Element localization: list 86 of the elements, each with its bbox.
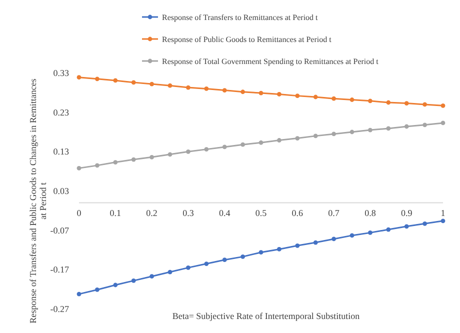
point — [222, 258, 227, 262]
y-tick-label: -0.17 — [50, 264, 70, 275]
point — [168, 83, 172, 88]
point — [440, 120, 446, 126]
point — [186, 149, 190, 154]
point — [440, 218, 446, 224]
point — [404, 224, 409, 229]
point — [258, 140, 264, 145]
x-tick-label: 0.9 — [400, 208, 413, 218]
point — [113, 282, 118, 288]
point — [386, 100, 391, 105]
point — [222, 88, 227, 93]
point — [332, 96, 336, 101]
legend-label: Response of Total Government Spending to Remittances at Period t — [162, 57, 380, 66]
point — [368, 98, 372, 104]
y-tick-label: -0.07 — [50, 225, 70, 236]
x-tick-label: 0.5 — [255, 208, 268, 218]
point — [350, 130, 354, 134]
point — [258, 250, 264, 255]
point — [368, 230, 372, 235]
x-tick-label: 1 — [440, 208, 446, 218]
point — [131, 157, 136, 162]
y-tick-label: 0.33 — [53, 68, 70, 78]
point — [332, 236, 336, 242]
x-tick-label: 0.3 — [182, 208, 194, 218]
point — [131, 278, 136, 283]
point — [204, 147, 209, 152]
point — [350, 233, 354, 238]
point — [76, 75, 82, 80]
point — [277, 247, 282, 252]
point — [277, 138, 282, 142]
x-tick-label: 0.4 — [218, 208, 231, 218]
x-tick-label: 0.6 — [292, 208, 304, 218]
point — [332, 132, 336, 136]
x-tick-label: 0.1 — [110, 208, 122, 218]
point — [168, 152, 172, 157]
point — [404, 101, 409, 106]
point — [386, 227, 391, 232]
y-tick-label: 0.03 — [53, 186, 70, 196]
point — [222, 144, 227, 150]
point — [422, 102, 427, 107]
point — [422, 221, 427, 226]
point — [150, 82, 154, 86]
point — [150, 154, 154, 160]
point — [150, 274, 154, 279]
y-tick-label: 0.13 — [53, 146, 70, 157]
point — [186, 266, 190, 270]
point — [95, 76, 100, 82]
point — [404, 124, 409, 129]
point — [240, 254, 245, 259]
point — [313, 240, 318, 245]
point — [295, 94, 300, 98]
point — [277, 92, 282, 96]
point — [313, 134, 318, 138]
point — [204, 86, 209, 91]
point — [258, 90, 264, 96]
point — [204, 262, 209, 266]
x-axis-title: Beta= Subjective Rate of Intertemporal Substitution — [172, 311, 360, 321]
point — [76, 292, 82, 296]
point — [186, 85, 190, 90]
point — [368, 128, 372, 132]
y-tick-label: -0.27 — [50, 304, 70, 314]
x-tick-label: 0.8 — [364, 208, 376, 218]
x-tick-label: 0.2 — [146, 208, 158, 218]
point — [95, 163, 100, 168]
x-tick-label: 0.7 — [328, 208, 340, 218]
point — [240, 90, 245, 94]
x-tick-label: 0 — [76, 208, 82, 218]
point — [168, 270, 172, 274]
y-tick-label: 0.23 — [53, 107, 70, 118]
point — [113, 78, 118, 83]
point — [422, 122, 427, 128]
point — [113, 160, 118, 164]
point — [386, 126, 391, 131]
point — [95, 288, 100, 292]
y-axis-title: Response of Transfers and Public Goods to Changes in Remittances at Period t — [28, 78, 48, 324]
point — [76, 166, 82, 170]
point — [131, 80, 136, 85]
point — [350, 98, 354, 102]
point — [295, 136, 300, 140]
point — [295, 243, 300, 248]
point — [240, 142, 245, 147]
legend-label: Response of Transfers to Remittances at Period t — [162, 13, 319, 22]
legend-label: Response of Public Goods to Remittances at Period t — [162, 35, 332, 44]
point — [313, 94, 318, 100]
point — [440, 103, 446, 108]
